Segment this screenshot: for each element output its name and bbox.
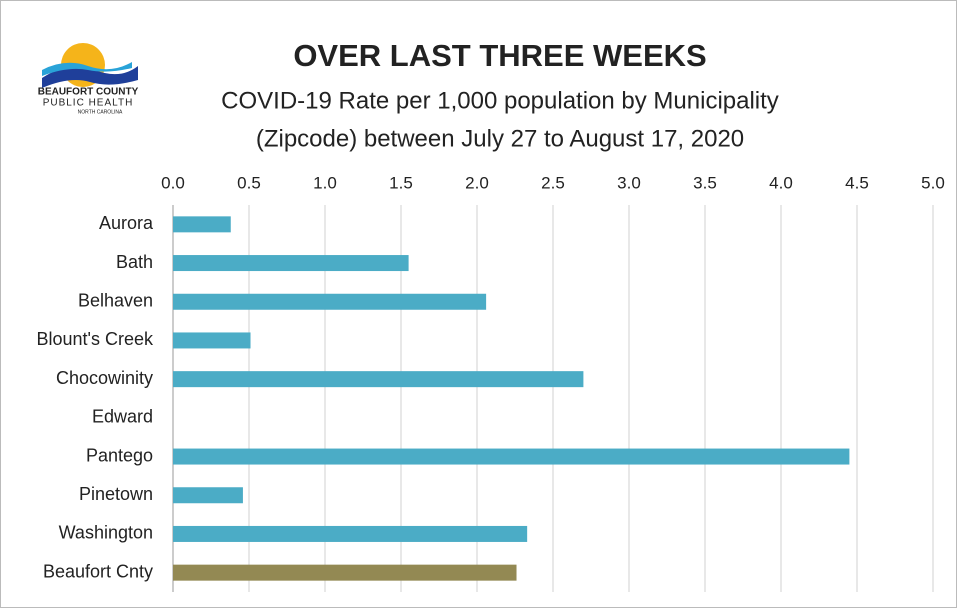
bar [173, 448, 850, 465]
logo-text: BEAUFORT COUNTY [38, 87, 139, 98]
logo: BEAUFORT COUNTY PUBLIC HEALTH NORTH CARO… [38, 43, 139, 115]
y-tick-label: Beaufort Cnty [43, 561, 153, 581]
y-tick-label: Aurora [99, 213, 154, 233]
bar [173, 371, 584, 388]
logo-wave [42, 62, 132, 76]
y-tick-label: Edward [92, 407, 153, 427]
bar [173, 564, 517, 581]
y-tick-label: Washington [59, 523, 153, 543]
chart-title: OVER LAST THREE WEEKS [293, 38, 706, 73]
bar [173, 255, 409, 272]
x-tick-label: 2.5 [541, 173, 565, 192]
bar [173, 293, 487, 310]
x-tick-label: 1.5 [389, 173, 413, 192]
chart-subtitle: (Zipcode) between July 27 to August 17, … [256, 125, 744, 152]
chart-subtitle: COVID-19 Rate per 1,000 population by Mu… [221, 87, 779, 114]
y-tick-label: Pantego [86, 445, 153, 465]
x-tick-label: 3.5 [693, 173, 717, 192]
bar [173, 525, 528, 542]
x-tick-label: 1.0 [313, 173, 337, 192]
x-tick-label: 4.0 [769, 173, 793, 192]
x-tick-label: 3.0 [617, 173, 641, 192]
y-tick-label: Pinetown [79, 484, 153, 504]
y-tick-label: Belhaven [78, 291, 153, 311]
logo-wave [42, 66, 138, 88]
x-tick-label: 0.5 [237, 173, 261, 192]
bar [173, 216, 231, 233]
x-tick-label: 0.0 [161, 173, 185, 192]
logo-text: PUBLIC HEALTH [43, 98, 134, 109]
x-tick-label: 2.0 [465, 173, 489, 192]
x-tick-label: 4.5 [845, 173, 869, 192]
y-tick-label: Chocowinity [56, 368, 153, 388]
logo-text: NORTH CAROLINA [78, 109, 123, 115]
y-tick-label: Bath [116, 252, 153, 272]
y-tick-label: Blount's Creek [37, 329, 154, 349]
bar [173, 487, 243, 504]
x-tick-label: 5.0 [921, 173, 945, 192]
bar [173, 332, 251, 349]
